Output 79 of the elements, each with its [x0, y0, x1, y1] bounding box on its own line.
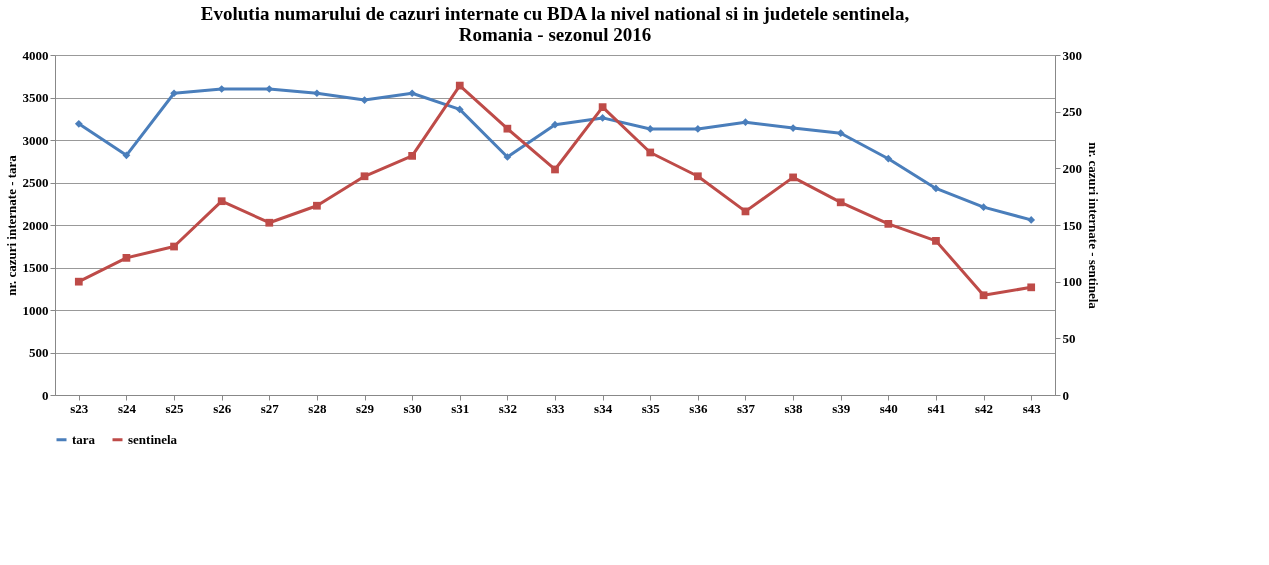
point: [741, 118, 750, 127]
y-tick-label: 2500: [22, 175, 49, 190]
legend-label: sentinela: [128, 431, 178, 447]
point: [836, 129, 845, 138]
point: [1027, 216, 1036, 224]
y-tick-label: 1000: [22, 302, 49, 318]
y2-tick-label: 50: [1062, 330, 1076, 346]
point: [217, 197, 226, 206]
x-tick-label: s43: [1022, 400, 1042, 416]
x-tick-label: s32: [498, 400, 517, 416]
y-tick-label: 500: [29, 345, 49, 360]
y-tick-label: 3500: [22, 90, 49, 105]
point: [122, 253, 131, 262]
point: [170, 242, 178, 251]
point: [122, 151, 131, 160]
point: [170, 89, 178, 98]
x-tick-label: s38: [784, 400, 804, 416]
y2-tick-label: 100: [1062, 274, 1082, 290]
point: [979, 203, 988, 212]
x-tick-label: s40: [879, 400, 898, 416]
point: [408, 89, 417, 98]
x-tick-label: s27: [260, 400, 280, 416]
point: [932, 236, 940, 245]
point: [265, 218, 274, 227]
point: [1027, 283, 1036, 292]
x-tick-label: s31: [451, 400, 470, 416]
point: [598, 103, 607, 112]
x-tick-label: s24: [117, 400, 137, 416]
x-tick-label: s33: [546, 400, 566, 416]
y-tick-label: 1500: [22, 260, 49, 275]
point: [408, 151, 417, 160]
point: [313, 201, 321, 210]
x-tick-label: s25: [165, 400, 185, 416]
x-tick-label: s36: [689, 400, 708, 416]
x-tick-label: s35: [641, 400, 661, 416]
x-tick-label: s39: [832, 400, 851, 416]
point: [789, 173, 797, 182]
y2-tick-label: 0: [1062, 387, 1069, 403]
y2-tick-label: 300: [1062, 47, 1082, 63]
y2-tick-label: 150: [1062, 217, 1082, 233]
point: [932, 184, 940, 193]
x-tick-label: s41: [927, 400, 946, 416]
point: [884, 154, 893, 163]
point: [884, 219, 893, 228]
y2-tick-label: 200: [1062, 160, 1082, 176]
point: [360, 172, 369, 181]
point: [646, 148, 655, 157]
point: [598, 114, 607, 122]
point: [551, 165, 559, 174]
chart-title: Evolutia numarului de cazuri internate cu BDA la nivel national si in judetele sentinela, Romania - sezonul 2016: [200, 3, 910, 45]
x-tick-label: s37: [736, 400, 756, 416]
x-tick-label: s26: [213, 400, 232, 416]
x-tick-label: s34: [594, 400, 613, 416]
x-tick-label: s29: [355, 400, 375, 416]
y-tick-label: 4000: [22, 47, 49, 63]
point: [503, 153, 512, 161]
point: [455, 105, 464, 114]
point: [979, 291, 988, 300]
point: [693, 172, 702, 181]
point: [551, 120, 559, 129]
point: [360, 96, 369, 104]
point: [74, 277, 83, 286]
x-tick-label: s30: [403, 400, 422, 416]
x-tick-label: s23: [70, 400, 89, 416]
y2-tick-label: 250: [1062, 104, 1082, 120]
y-tick-label: 0: [42, 387, 49, 403]
y-tick-label: 3000: [22, 132, 49, 148]
point: [74, 119, 83, 128]
point: [836, 198, 845, 207]
x-tick-label: s28: [308, 400, 327, 416]
y-axis-title: nr. cazuri internate - tara: [3, 154, 19, 296]
x-tick-label: s42: [975, 400, 994, 416]
point: [455, 81, 464, 90]
y-tick-label: 2000: [22, 217, 49, 233]
point: [503, 124, 512, 133]
y2-axis-title: nr. cazuri internate - sentinela: [1086, 142, 1101, 310]
point: [789, 124, 797, 132]
legend-label: tara: [72, 431, 96, 447]
point: [313, 89, 321, 98]
